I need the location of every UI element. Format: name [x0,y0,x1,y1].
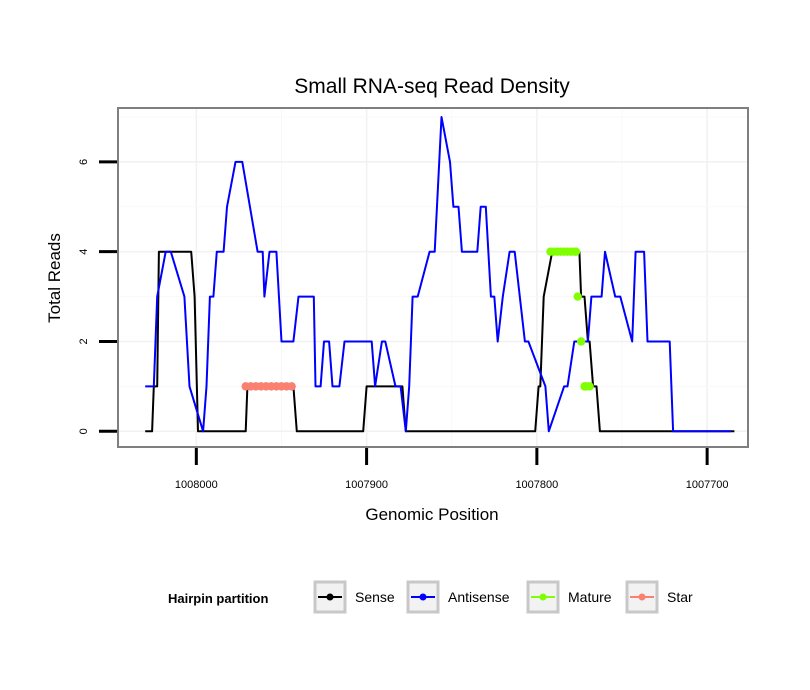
chart-title: Small RNA-seq Read Density [294,75,570,98]
legend-key-dot [326,593,334,601]
mature-point [573,292,582,301]
mature-point [576,337,586,346]
x-tick-label: 1007900 [345,479,388,491]
legend: Hairpin partition Sense Antisense Mature St… [168,580,693,614]
legend-key-dot [539,593,547,601]
antisense-series-line [145,116,731,433]
sense-series-line [145,250,735,433]
plot-panel [118,108,748,447]
mature-point [571,247,581,256]
y-axis-title: Total Reads [45,233,64,323]
legend-label-star: Star [667,589,693,605]
series-layer [145,116,735,433]
star-point [287,382,296,391]
y-tick-label: 6 [78,159,90,165]
x-tick-label: 1007800 [515,479,558,491]
legend-key-dot [638,593,646,601]
y-tick-label: 2 [78,338,90,344]
y-tick-label: 0 [78,428,90,434]
legend-label-mature: Mature [568,589,612,605]
legend-label-sense: Sense [355,589,395,605]
plot-border [117,107,749,448]
mature-point [585,382,594,391]
x-tick-label: 1008000 [175,479,218,491]
legend-key-dot [419,593,427,601]
legend-label-antisense: Antisense [448,589,510,605]
x-tick-label: 1007700 [686,479,729,491]
axes: 1008000 1007900 1007800 1007700 0 2 4 6 [78,159,729,491]
legend-title: Hairpin partition [168,591,268,606]
y-tick-label: 4 [78,249,90,255]
x-axis-title: Genomic Position [365,505,498,524]
